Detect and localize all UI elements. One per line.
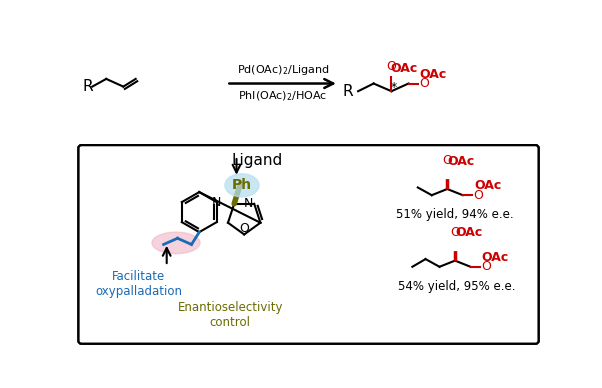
FancyBboxPatch shape bbox=[78, 145, 539, 344]
Ellipse shape bbox=[225, 174, 259, 197]
Text: OAc: OAc bbox=[420, 68, 447, 81]
Text: 51% yield, 94% e.e.: 51% yield, 94% e.e. bbox=[396, 208, 514, 221]
Text: 54% yield, 95% e.e.: 54% yield, 95% e.e. bbox=[398, 280, 515, 293]
Text: Pd(OAc)$_2$/Ligand: Pd(OAc)$_2$/Ligand bbox=[237, 62, 329, 77]
Text: OAc: OAc bbox=[447, 155, 475, 168]
Text: O: O bbox=[442, 154, 452, 168]
Text: Ligand: Ligand bbox=[232, 153, 283, 168]
Text: OAc: OAc bbox=[474, 179, 501, 192]
Text: OAc: OAc bbox=[390, 62, 417, 74]
Text: Ph: Ph bbox=[232, 178, 252, 192]
Text: O: O bbox=[482, 260, 491, 273]
Text: Facilitate
oxypalladation: Facilitate oxypalladation bbox=[95, 270, 182, 298]
Text: N: N bbox=[212, 196, 222, 209]
Text: OAc: OAc bbox=[455, 227, 483, 239]
Text: O: O bbox=[386, 60, 396, 73]
Text: PhI(OAc)$_2$/HOAc: PhI(OAc)$_2$/HOAc bbox=[238, 89, 327, 103]
Ellipse shape bbox=[152, 232, 200, 254]
Text: O: O bbox=[450, 226, 460, 239]
Text: O: O bbox=[420, 77, 429, 90]
Text: *: * bbox=[391, 81, 397, 94]
Text: OAc: OAc bbox=[482, 251, 509, 264]
Text: O: O bbox=[474, 189, 483, 202]
Text: N: N bbox=[244, 197, 253, 210]
Text: Enantioselectivity
control: Enantioselectivity control bbox=[178, 301, 283, 329]
Text: R: R bbox=[342, 84, 353, 99]
Text: R: R bbox=[82, 79, 93, 94]
Text: O: O bbox=[239, 222, 249, 235]
